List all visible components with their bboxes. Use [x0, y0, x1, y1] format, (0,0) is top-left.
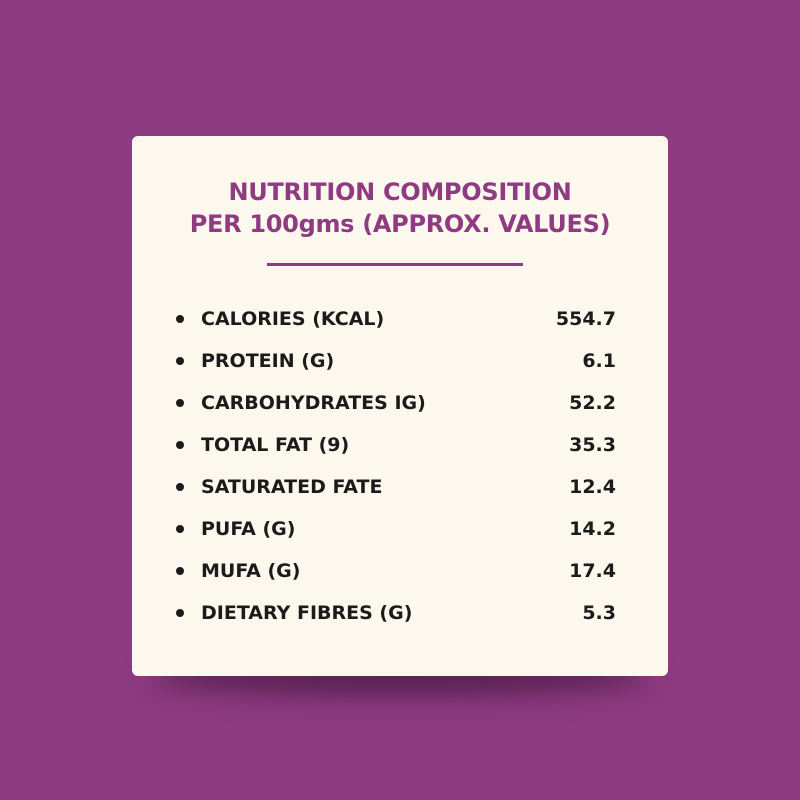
nutrient-label: PROTEIN (G) [201, 350, 335, 372]
nutrient-list: CALORIES (KCAL) 554.7 PROTEIN (G) 6.1 CA… [176, 298, 616, 634]
bullet-icon [176, 609, 184, 617]
nutrient-label: DIETARY FIBRES (G) [201, 602, 413, 624]
nutrient-value: 14.2 [569, 518, 616, 540]
nutrient-row: PROTEIN (G) 6.1 [176, 340, 616, 382]
nutrient-label: TOTAL FAT (9) [201, 434, 350, 456]
title-divider [267, 263, 523, 266]
nutrient-label: MUFA (G) [201, 560, 301, 582]
nutrient-row: SATURATED FATE 12.4 [176, 466, 616, 508]
title-line-1: NUTRITION COMPOSITION [228, 178, 572, 206]
nutrient-value: 17.4 [569, 560, 616, 582]
nutrient-row: CALORIES (KCAL) 554.7 [176, 298, 616, 340]
nutrition-card: NUTRITION COMPOSITION PER 100gms (APPROX… [132, 136, 668, 676]
bullet-icon [176, 567, 184, 575]
nutrient-row: MUFA (G) 17.4 [176, 550, 616, 592]
nutrient-row: TOTAL FAT (9) 35.3 [176, 424, 616, 466]
nutrient-value: 52.2 [569, 392, 616, 414]
bullet-icon [176, 357, 184, 365]
bullet-icon [176, 399, 184, 407]
title-line-2: PER 100gms (APPROX. VALUES) [189, 210, 611, 238]
nutrient-value: 6.1 [582, 350, 616, 372]
bullet-icon [176, 441, 184, 449]
bullet-icon [176, 483, 184, 491]
nutrient-value: 5.3 [582, 602, 616, 624]
nutrient-label: PUFA (G) [201, 518, 296, 540]
nutrient-value: 35.3 [569, 434, 616, 456]
nutrient-label: CALORIES (KCAL) [201, 308, 385, 330]
nutrient-row: CARBOHYDRATES IG) 52.2 [176, 382, 616, 424]
bullet-icon [176, 315, 184, 323]
nutrient-label: CARBOHYDRATES IG) [201, 392, 426, 414]
nutrient-value: 554.7 [555, 308, 616, 330]
bullet-icon [176, 525, 184, 533]
nutrient-value: 12.4 [569, 476, 616, 498]
nutrient-row: DIETARY FIBRES (G) 5.3 [176, 592, 616, 634]
nutrition-title: NUTRITION COMPOSITION PER 100gms (APPROX… [132, 176, 668, 240]
nutrient-label: SATURATED FATE [201, 476, 383, 498]
nutrient-row: PUFA (G) 14.2 [176, 508, 616, 550]
